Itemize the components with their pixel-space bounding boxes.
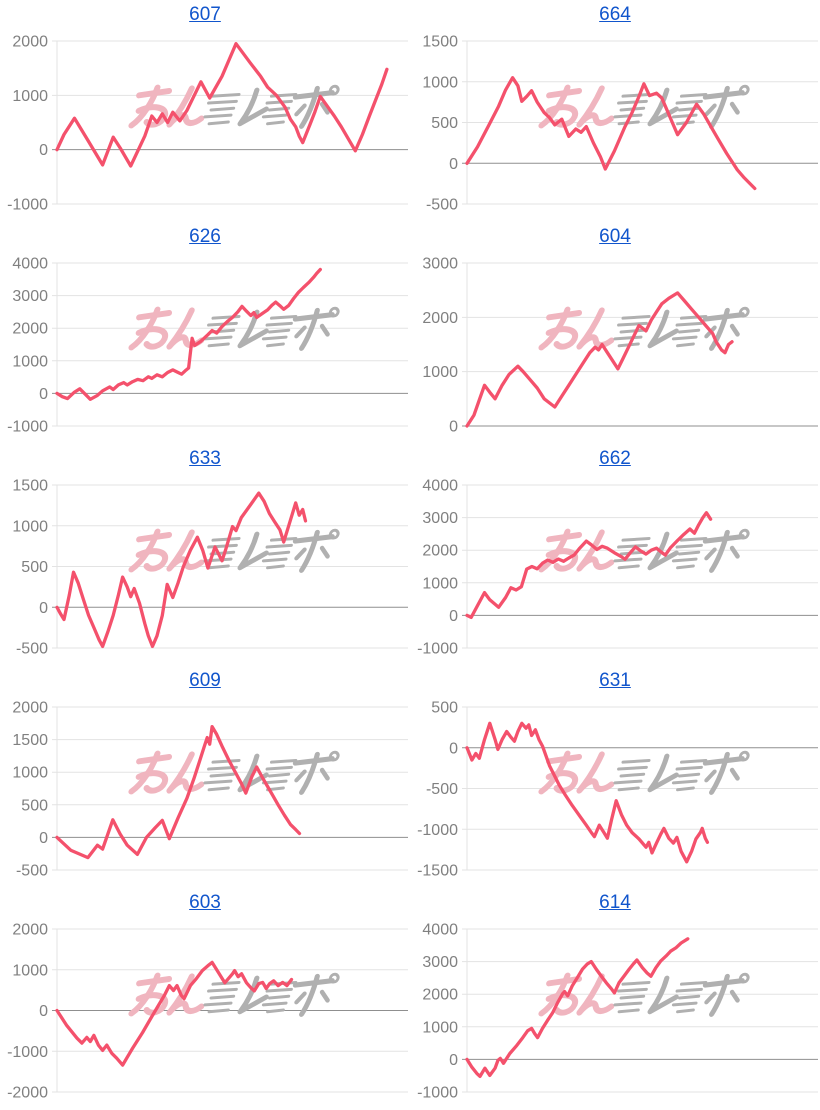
y-axis-label: 3000: [422, 256, 458, 273]
chart-cell-603: 603 2000 1000 0 -1000 -2000: [0, 888, 410, 1110]
chart-cell-626: 626 4000 3000 2000 1000 0 -1000: [0, 222, 410, 444]
chart-cell-631: 631 500 0 -500 -1000 -1500: [410, 666, 820, 888]
series-line: [55, 491, 308, 649]
y-axis-label: 0: [39, 386, 48, 403]
y-axis-label: 1000: [422, 74, 458, 91]
y-axis-label: 2000: [12, 922, 48, 939]
chart-title-link[interactable]: 609: [189, 670, 221, 691]
y-axis-label: 3000: [422, 510, 458, 527]
y-axis-label: 0: [449, 608, 458, 625]
y-axis-label: 4000: [422, 478, 458, 495]
y-axis-label: 0: [449, 156, 458, 173]
y-axis-label: 500: [431, 115, 458, 132]
y-axis-label: 1000: [12, 518, 48, 535]
y-axis-label: -1000: [7, 419, 48, 436]
slump-chart: 2000 1500 1000 500 0 -500: [12, 700, 408, 880]
series-line: [465, 937, 690, 1079]
y-axis-label: 500: [431, 700, 458, 717]
series-line: [55, 267, 322, 401]
slump-chart: 2000 1000 0 -1000 -2000: [7, 922, 408, 1102]
slump-chart: 3000 2000 1000 0: [422, 256, 818, 436]
y-axis-label: 2000: [12, 34, 48, 51]
y-axis-label: -500: [16, 863, 48, 880]
chart-cell-662: 662 4000 3000 2000 1000 0 -1000: [410, 444, 820, 666]
chart-cell-614: 614 4000 3000 2000 1000 0 -1000: [410, 888, 820, 1110]
y-axis-label: -1000: [417, 1085, 458, 1102]
y-axis-label: 4000: [12, 256, 48, 273]
chart-title-link[interactable]: 603: [189, 892, 221, 913]
series-line: [55, 42, 389, 168]
y-axis-label: 1000: [422, 1019, 458, 1036]
y-axis-label: 2000: [422, 310, 458, 327]
chart-cell-604: 604 3000 2000 1000 0: [410, 222, 820, 444]
series-line: [465, 511, 713, 620]
y-axis-label: 0: [449, 1052, 458, 1069]
y-axis-label: 1000: [422, 364, 458, 381]
chart-title-link[interactable]: 633: [189, 448, 221, 469]
y-axis-label: 0: [39, 600, 48, 617]
chart-cell-664: 664 1500 1000 500 0 -500: [410, 0, 820, 222]
chart-title-link[interactable]: 604: [599, 226, 631, 247]
y-axis-label: 3000: [422, 954, 458, 971]
y-axis-label: 500: [21, 559, 48, 576]
chart-cell-607: 607 2000 1000 0 -1000: [0, 0, 410, 222]
slump-chart: 4000 3000 2000 1000 0 -1000: [417, 922, 818, 1102]
y-axis-label: 1000: [422, 575, 458, 592]
chart-cell-633: 633 1500 1000 500 0 -500: [0, 444, 410, 666]
minrepo-watermark-icon: [541, 752, 748, 792]
y-axis-label: 0: [449, 419, 458, 436]
series-line: [55, 724, 302, 860]
y-axis-label: 1500: [422, 34, 458, 51]
y-axis-label: 0: [39, 830, 48, 847]
y-axis-label: 2000: [422, 543, 458, 560]
y-axis-label: 2000: [422, 987, 458, 1004]
y-axis-label: 2000: [12, 700, 48, 717]
chart-title-link[interactable]: 626: [189, 226, 221, 247]
series-line: [465, 76, 757, 191]
series-line: [465, 721, 710, 864]
y-axis-label: 1500: [12, 478, 48, 495]
y-axis-label: -1000: [7, 1044, 48, 1061]
y-axis-label: 1500: [12, 732, 48, 749]
slump-chart: 500 0 -500 -1000 -1500: [417, 700, 818, 880]
slump-chart: 1500 1000 500 0 -500: [422, 34, 818, 214]
y-axis-label: -500: [426, 781, 458, 798]
minrepo-watermark-icon: [131, 86, 338, 126]
chart-title-link[interactable]: 662: [599, 448, 631, 469]
y-axis-label: -1000: [417, 822, 458, 839]
y-axis-label: 4000: [422, 922, 458, 939]
y-axis-label: -1000: [417, 641, 458, 658]
series-line: [465, 291, 734, 428]
y-axis-label: 0: [39, 1003, 48, 1020]
y-axis-label: 0: [39, 142, 48, 159]
slump-chart: 4000 3000 2000 1000 0 -1000: [7, 256, 408, 436]
slump-chart: 2000 1000 0 -1000: [7, 34, 408, 214]
minrepo-watermark-icon: [131, 974, 338, 1014]
y-axis-label: 3000: [12, 288, 48, 305]
series-line: [55, 960, 294, 1067]
chart-title-link[interactable]: 664: [599, 4, 631, 25]
chart-title-link[interactable]: 614: [599, 892, 631, 913]
y-axis-label: 1000: [12, 88, 48, 105]
y-axis-label: -500: [426, 197, 458, 214]
y-axis-label: -1500: [417, 863, 458, 880]
y-axis-label: 0: [449, 740, 458, 757]
slump-chart: 4000 3000 2000 1000 0 -1000: [417, 478, 818, 658]
chart-title-link[interactable]: 631: [599, 670, 631, 691]
y-axis-label: 500: [21, 797, 48, 814]
minrepo-watermark-icon: [131, 530, 338, 570]
y-axis-label: -500: [16, 641, 48, 658]
minrepo-watermark-icon: [541, 86, 748, 126]
chart-title-link[interactable]: 607: [189, 4, 221, 25]
y-axis-label: 1000: [12, 765, 48, 782]
chart-cell-609: 609 2000 1500 1000 500 0 -500: [0, 666, 410, 888]
y-axis-label: -1000: [7, 197, 48, 214]
y-axis-label: -2000: [7, 1085, 48, 1102]
y-axis-label: 1000: [12, 962, 48, 979]
y-axis-label: 1000: [12, 353, 48, 370]
slump-chart: 1500 1000 500 0 -500: [12, 478, 408, 658]
y-axis-label: 2000: [12, 321, 48, 338]
